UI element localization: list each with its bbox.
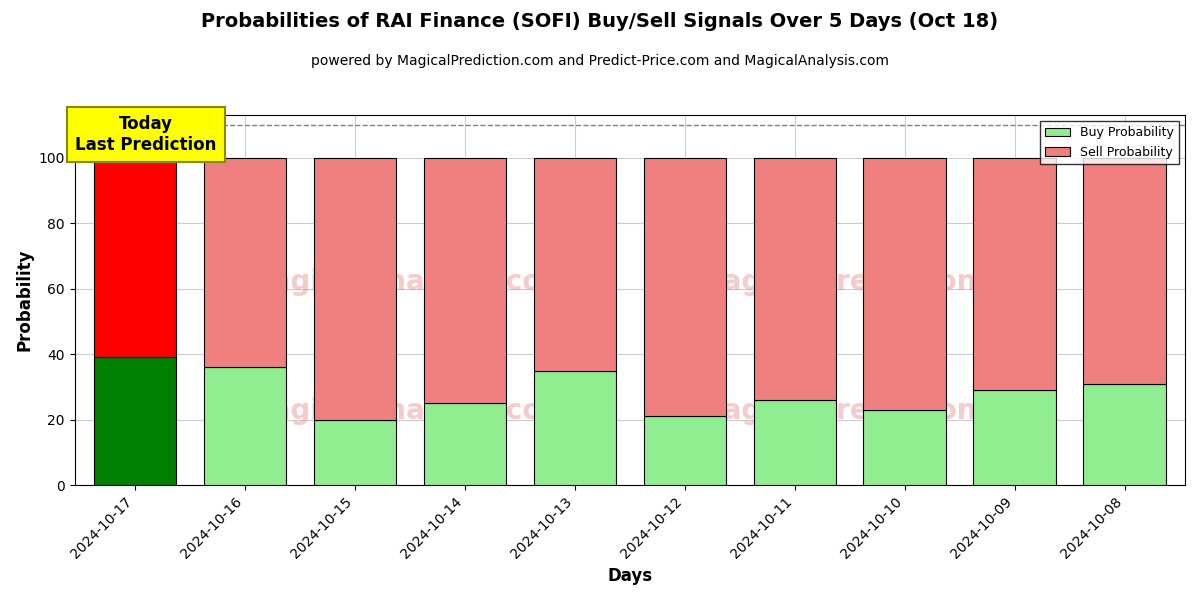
Bar <box>973 390 1056 485</box>
Text: powered by MagicalPrediction.com and Predict-Price.com and MagicalAnalysis.com: powered by MagicalPrediction.com and Pre… <box>311 54 889 68</box>
Bar <box>864 158 946 410</box>
Bar <box>424 158 506 403</box>
Text: MagicalPrediction.com: MagicalPrediction.com <box>696 268 1052 296</box>
Bar <box>1084 383 1165 485</box>
Bar <box>643 416 726 485</box>
Bar <box>1084 158 1165 383</box>
Y-axis label: Probability: Probability <box>16 249 34 352</box>
Bar <box>754 400 836 485</box>
Bar <box>94 158 176 358</box>
Text: MagicalAnalysis.com: MagicalAnalysis.com <box>245 268 571 296</box>
Bar <box>204 158 287 367</box>
Bar <box>973 158 1056 390</box>
Bar <box>313 158 396 419</box>
Bar <box>204 367 287 485</box>
Bar <box>534 371 616 485</box>
Bar <box>313 419 396 485</box>
Bar <box>864 410 946 485</box>
Bar <box>94 358 176 485</box>
Legend: Buy Probability, Sell Probability: Buy Probability, Sell Probability <box>1040 121 1178 164</box>
Text: MagicalAnalysis.com: MagicalAnalysis.com <box>245 397 571 425</box>
Bar <box>754 158 836 400</box>
Text: MagicalPrediction.com: MagicalPrediction.com <box>696 397 1052 425</box>
Bar <box>643 158 726 416</box>
Bar <box>424 403 506 485</box>
X-axis label: Days: Days <box>607 567 653 585</box>
Text: Today
Last Prediction: Today Last Prediction <box>76 115 217 154</box>
Text: Probabilities of RAI Finance (SOFI) Buy/Sell Signals Over 5 Days (Oct 18): Probabilities of RAI Finance (SOFI) Buy/… <box>202 12 998 31</box>
Bar <box>534 158 616 371</box>
